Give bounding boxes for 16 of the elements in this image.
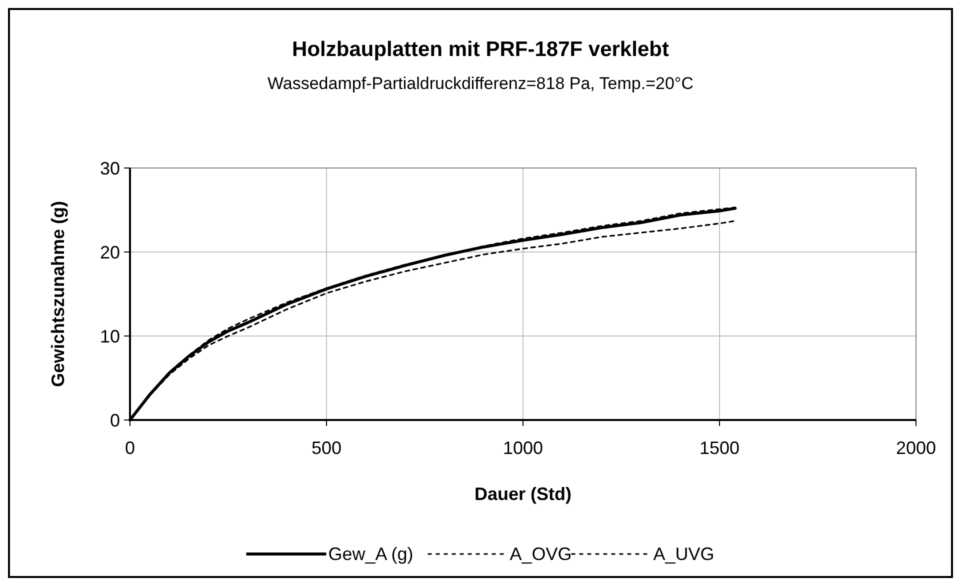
- x-axis-title: Dauer (Std): [474, 484, 572, 504]
- x-tick-label: 500: [311, 438, 342, 458]
- legend-label: Gew_A (g): [328, 544, 414, 564]
- x-tick-label: 2000: [896, 438, 936, 458]
- y-tick-label: 10: [100, 326, 120, 346]
- y-tick-label: 0: [110, 410, 120, 430]
- legend-label: A_UVG: [653, 544, 714, 564]
- x-tick-label: 0: [124, 438, 136, 458]
- y-tick-label: 30: [100, 158, 120, 178]
- x-tick-label: 1500: [699, 438, 740, 458]
- x-tick-label: 1000: [502, 438, 544, 458]
- chart-title: Holzbauplatten mit PRF-187F verklebt: [292, 38, 669, 61]
- legend-label: A_OVG: [510, 544, 572, 564]
- y-tick-label: 20: [100, 242, 120, 262]
- y-axis-title: Gewichtszunahme (g): [48, 200, 68, 388]
- chart-subtitle: Wassedampf-Partialdruckdifferenz=818 Pa, Temp.=20°C: [267, 74, 694, 93]
